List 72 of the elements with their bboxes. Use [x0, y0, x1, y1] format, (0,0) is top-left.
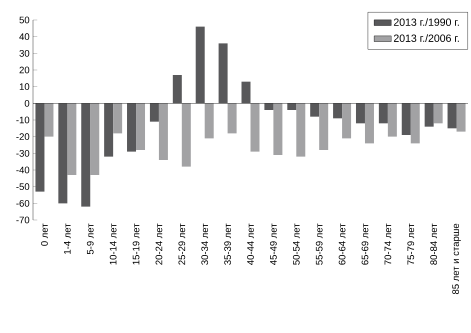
x-tick-label: 75-79 лет [407, 224, 414, 265]
bar [434, 103, 443, 124]
x-tick-label: 20-24 лет [156, 224, 162, 265]
bar [67, 103, 76, 175]
x-tick-label: 25-29 лет [178, 224, 186, 265]
bar [58, 103, 68, 204]
bar [264, 103, 274, 110]
bar [81, 103, 90, 207]
bar [388, 103, 397, 137]
bar [150, 103, 159, 122]
bar [319, 103, 328, 150]
x-tick-label: 60-64 лет [338, 224, 346, 265]
bar [104, 103, 114, 157]
bar [136, 103, 146, 150]
bar [456, 103, 466, 132]
x-tick-label: 35-39 лет [224, 224, 231, 265]
y-tick-label: 0 [24, 100, 30, 107]
bar [90, 103, 100, 175]
bar [402, 103, 411, 135]
x-tick-label: 15-19 лет [132, 224, 140, 264]
y-tick-label: 20 [20, 66, 30, 74]
x-tick-label: 65-69 лет [362, 224, 368, 265]
x-tick-label: 70-74 лет [384, 224, 392, 265]
bar [448, 103, 457, 128]
y-tick-label: -10 [16, 116, 30, 124]
y-tick-label: 50 [19, 16, 30, 24]
bar [218, 43, 228, 104]
x-tick-label: 40-44 лет [247, 224, 254, 265]
x-tick-label: 80-84 лет [430, 224, 438, 265]
bar [113, 103, 122, 134]
bar [158, 103, 168, 160]
legend-label: 2013 г./2006 г. [394, 34, 459, 42]
y-tick-label: 10 [20, 83, 30, 90]
x-tick-label: 45-49 лет [270, 224, 277, 265]
x-tick-label: 30-34 лет [201, 224, 208, 265]
x-tick-label: 55-59 лет [316, 224, 323, 265]
bar [424, 103, 434, 127]
bar [410, 103, 420, 144]
x-tick-label: 0 лет [41, 224, 48, 246]
y-tick-label: 40 [19, 33, 30, 40]
bar [310, 103, 320, 117]
x-tick-label: 85 лет и старше [452, 224, 461, 294]
y-tick-label: -30 [16, 150, 30, 157]
bar [242, 82, 250, 104]
bar [228, 103, 237, 134]
y-tick-label: 30 [19, 50, 30, 57]
bar [172, 74, 182, 104]
bar [44, 103, 54, 137]
bar [364, 103, 374, 144]
bar [342, 103, 352, 138]
bar [356, 103, 365, 124]
x-tick-label: 10-14 лет [110, 224, 116, 264]
y-tick-label: -40 [16, 166, 30, 174]
x-tick-label: 1-4 лет [64, 224, 71, 254]
bar [127, 103, 136, 152]
bar [196, 26, 205, 104]
bar [378, 103, 388, 124]
bar [35, 103, 44, 192]
y-tick-label: -70 [16, 216, 30, 224]
x-tick-label: 50-54 лет [292, 224, 300, 265]
bar [273, 103, 282, 155]
y-tick-label: -50 [16, 183, 30, 190]
y-tick-label: -20 [16, 133, 30, 140]
bar [287, 103, 296, 110]
bar [296, 103, 306, 157]
bar [250, 103, 260, 152]
legend-label: 2013 г./1990 г. [394, 18, 459, 26]
bar [204, 103, 214, 138]
bar [333, 103, 342, 118]
x-tick-label: 5-9 лет [86, 224, 94, 254]
y-tick-label: -60 [16, 200, 30, 207]
bar [182, 103, 191, 167]
